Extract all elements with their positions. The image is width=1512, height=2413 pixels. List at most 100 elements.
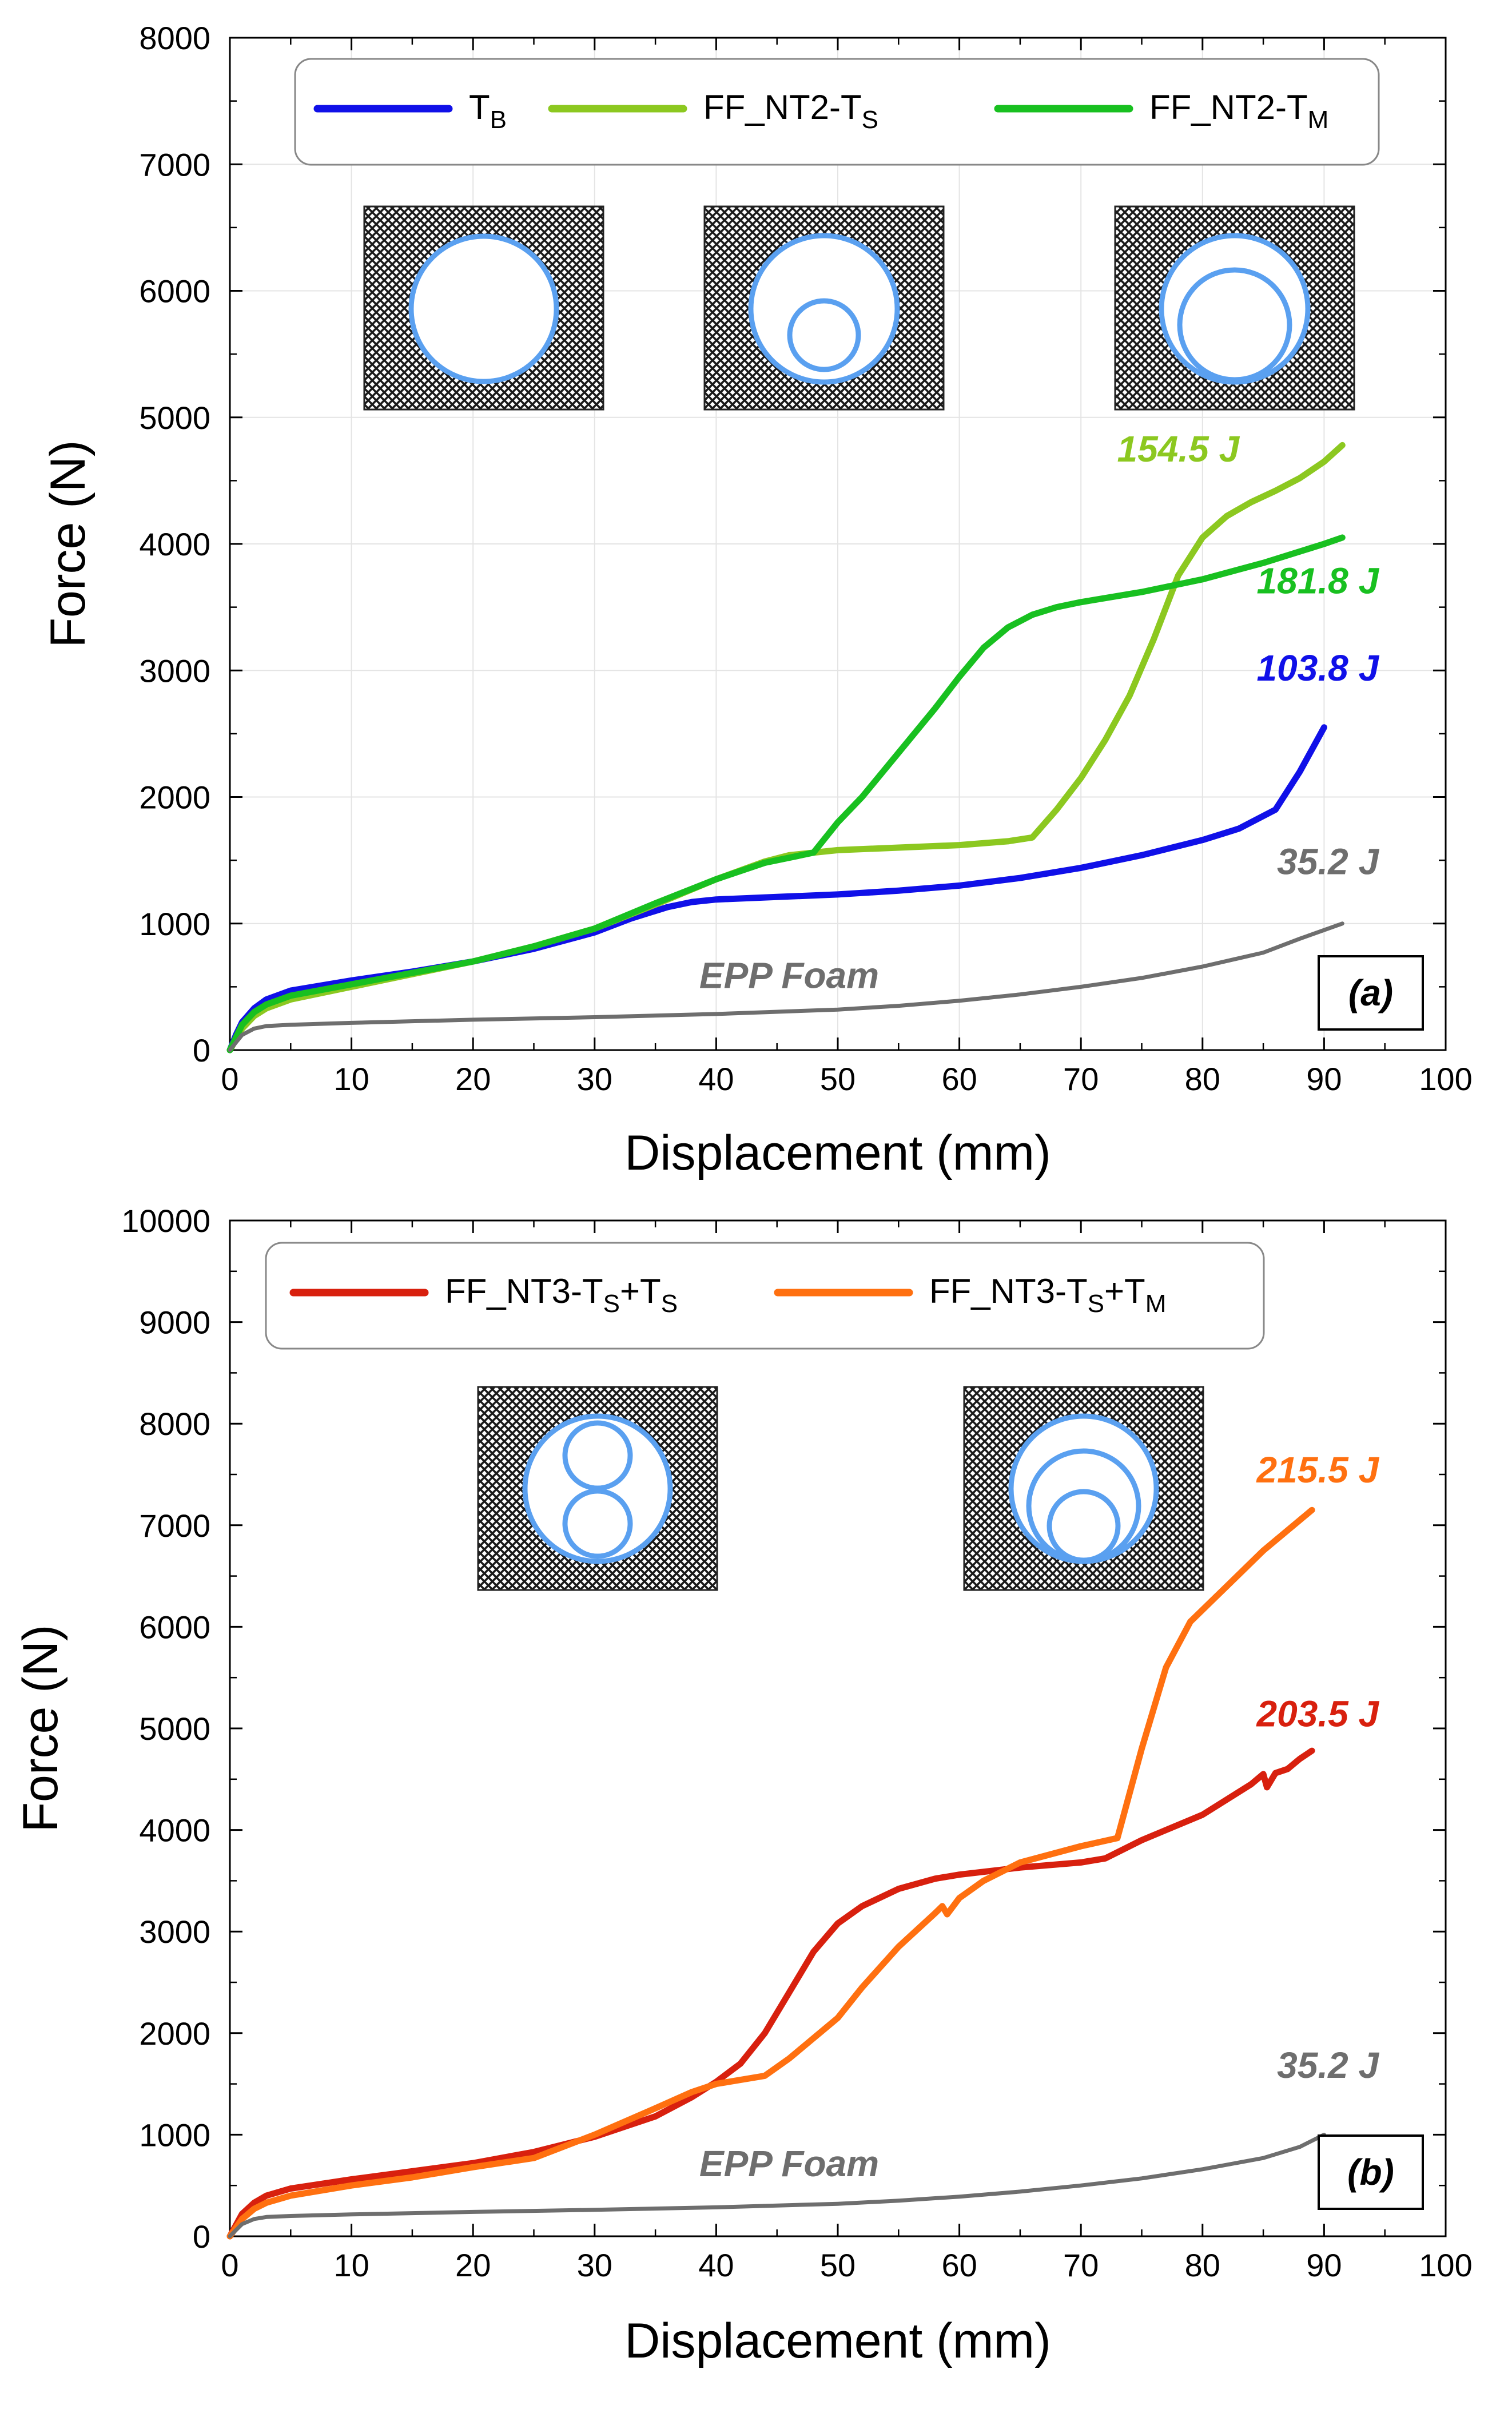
x-tick-label: 60 — [941, 2247, 977, 2283]
legend-box-a — [294, 58, 1380, 166]
panel-a: 0 10 20 30 40 50 60 70 80 90 100010002000300040005… — [41, 20, 1473, 1180]
panel-label-box-a — [1318, 955, 1424, 1031]
y-tick-label: 3000 — [139, 653, 210, 689]
y-tick-label: 2000 — [139, 2016, 210, 2052]
y-tick-label: 1000 — [139, 2117, 210, 2153]
x-tick-label: 0 — [221, 2247, 238, 2283]
x-tick-label: 70 — [1063, 2247, 1099, 2283]
annotation-label: EPP Foam — [699, 2143, 879, 2184]
y-tick-label: 3000 — [139, 1914, 210, 1950]
y-axis-title-b: Force (N) — [13, 1624, 68, 1832]
tube-ring — [562, 1488, 633, 1559]
x-tick-label: 0 — [221, 1061, 238, 1097]
x-tick-label: 80 — [1185, 1061, 1220, 1097]
x-tick-label: 50 — [820, 1061, 856, 1097]
axis-ticks-b: 0 10 20 30 40 50 60 70 80 90 100010002000300040005… — [121, 1203, 1472, 2283]
series-line-epp-foam — [228, 921, 1344, 1052]
y-tick-label: 0 — [193, 2219, 210, 2255]
series-b — [226, 1506, 1326, 2240]
tube-ring — [408, 233, 559, 384]
series-line-ff-nt3-ts-tm — [226, 1506, 1315, 2240]
legend-a: TB FF_NT2-TS FF_NT2-TM — [294, 58, 1380, 166]
annotation-label: 203.5 J — [1256, 1693, 1380, 1734]
grid-a — [230, 38, 1446, 1050]
annotation-label: 103.8 J — [1257, 647, 1380, 689]
x-axis-title-a: Displacement (mm) — [624, 1126, 1051, 1180]
x-tick-label: 20 — [455, 2247, 491, 2283]
x-tick-label: 10 — [333, 1061, 369, 1097]
series-line-ff-nt2-tm — [226, 534, 1346, 1054]
x-tick-label: 80 — [1185, 2247, 1220, 2283]
x-tick-label: 30 — [577, 1061, 612, 1097]
legend-items-a: TB FF_NT2-TS FF_NT2-TM — [313, 88, 1328, 134]
cross-section-insets-b — [477, 1386, 1204, 1591]
y-axis-title-a: Force (N) — [41, 440, 96, 647]
y-tick-label: 8000 — [139, 1406, 210, 1442]
inset-two-small-tubes — [477, 1386, 718, 1591]
inset-two-tubes-small — [703, 205, 945, 411]
x-axis-title-b: Displacement (mm) — [624, 2313, 1051, 2368]
y-tick-label: 7000 — [139, 1508, 210, 1544]
y-tick-label: 1000 — [139, 906, 210, 942]
x-tick-label: 100 — [1419, 1061, 1472, 1097]
annotation-label: 215.5 J — [1256, 1449, 1380, 1490]
legend-label: FF_NT3-TS+TM — [929, 1272, 1166, 1318]
y-tick-label: 6000 — [139, 273, 210, 309]
panel-label-box-b — [1318, 2134, 1424, 2210]
annotation-label: 35.2 J — [1277, 2045, 1379, 2086]
x-tick-label: 90 — [1306, 2247, 1342, 2283]
legend-label: FF_NT2-TM — [1149, 88, 1328, 134]
tube-ring — [748, 233, 900, 385]
tube-ring — [1177, 267, 1292, 383]
tube-ring — [787, 298, 861, 372]
annotation-label: 154.5 J — [1117, 428, 1240, 470]
legend-label: TB — [469, 88, 507, 134]
y-tick-label: 9000 — [139, 1305, 210, 1341]
y-tick-label: 2000 — [139, 780, 210, 816]
annotation-label: 35.2 J — [1277, 841, 1379, 882]
annotations-a: 154.5 J 181.8 J 103.8 J 35.2 J EPP Foam — [699, 428, 1380, 996]
x-tick-label: 100 — [1419, 2247, 1472, 2283]
axis-ticks-a: 0 10 20 30 40 50 60 70 80 90 100010002000300040005… — [139, 20, 1472, 1097]
legend-box-b — [265, 1242, 1265, 1350]
inset-two-tubes-medium — [1114, 205, 1355, 411]
cross-section-insets-a — [363, 205, 1355, 411]
panel-b: 0 10 20 30 40 50 60 70 80 90 100010002000300040005… — [13, 1203, 1473, 2368]
tube-ring — [562, 1420, 633, 1491]
legend-label: FF_NT2-TS — [703, 88, 878, 134]
x-tick-label: 30 — [577, 2247, 612, 2283]
y-tick-label: 5000 — [139, 1711, 210, 1747]
y-tick-label: 4000 — [139, 1812, 210, 1848]
x-tick-label: 60 — [941, 1061, 977, 1097]
legend-items-b: FF_NT3-TS+TS FF_NT3-TS+TM — [289, 1272, 1166, 1318]
annotation-label: EPP Foam — [699, 955, 879, 996]
annotations-b: 215.5 J 203.5 J 35.2 J EPP Foam — [699, 1449, 1380, 2184]
annotation-label: 181.8 J — [1257, 560, 1380, 601]
x-tick-label: 10 — [333, 2247, 369, 2283]
series-line-tb — [226, 724, 1327, 1054]
x-tick-label: 40 — [698, 1061, 734, 1097]
inset-three-nested-tubes — [963, 1386, 1204, 1591]
legend-b: FF_NT3-TS+TS FF_NT3-TS+TM — [265, 1242, 1265, 1350]
y-tick-label: 0 — [193, 1032, 210, 1068]
series-line-epp-foam — [228, 2132, 1326, 2239]
y-tick-label: 4000 — [139, 526, 210, 562]
x-tick-label: 40 — [698, 2247, 734, 2283]
y-tick-label: 8000 — [139, 20, 210, 56]
x-tick-label: 70 — [1063, 1061, 1099, 1097]
panel-label-a: (a) — [1348, 972, 1393, 1013]
inset-single-tube — [363, 205, 604, 411]
y-tick-label: 7000 — [139, 146, 210, 182]
panel-label-b: (b) — [1347, 2152, 1394, 2193]
y-tick-label: 5000 — [139, 400, 210, 436]
y-tick-label: 6000 — [139, 1609, 210, 1645]
series-a — [226, 442, 1346, 1054]
series-line-ff-nt3-ts-ts — [226, 1747, 1315, 2240]
y-tick-label: 10000 — [121, 1203, 210, 1239]
x-tick-label: 50 — [820, 2247, 856, 2283]
x-tick-label: 20 — [455, 1061, 491, 1097]
legend-label: FF_NT3-TS+TS — [445, 1272, 678, 1318]
x-tick-label: 90 — [1306, 1061, 1342, 1097]
tube-ring — [1047, 1489, 1121, 1563]
